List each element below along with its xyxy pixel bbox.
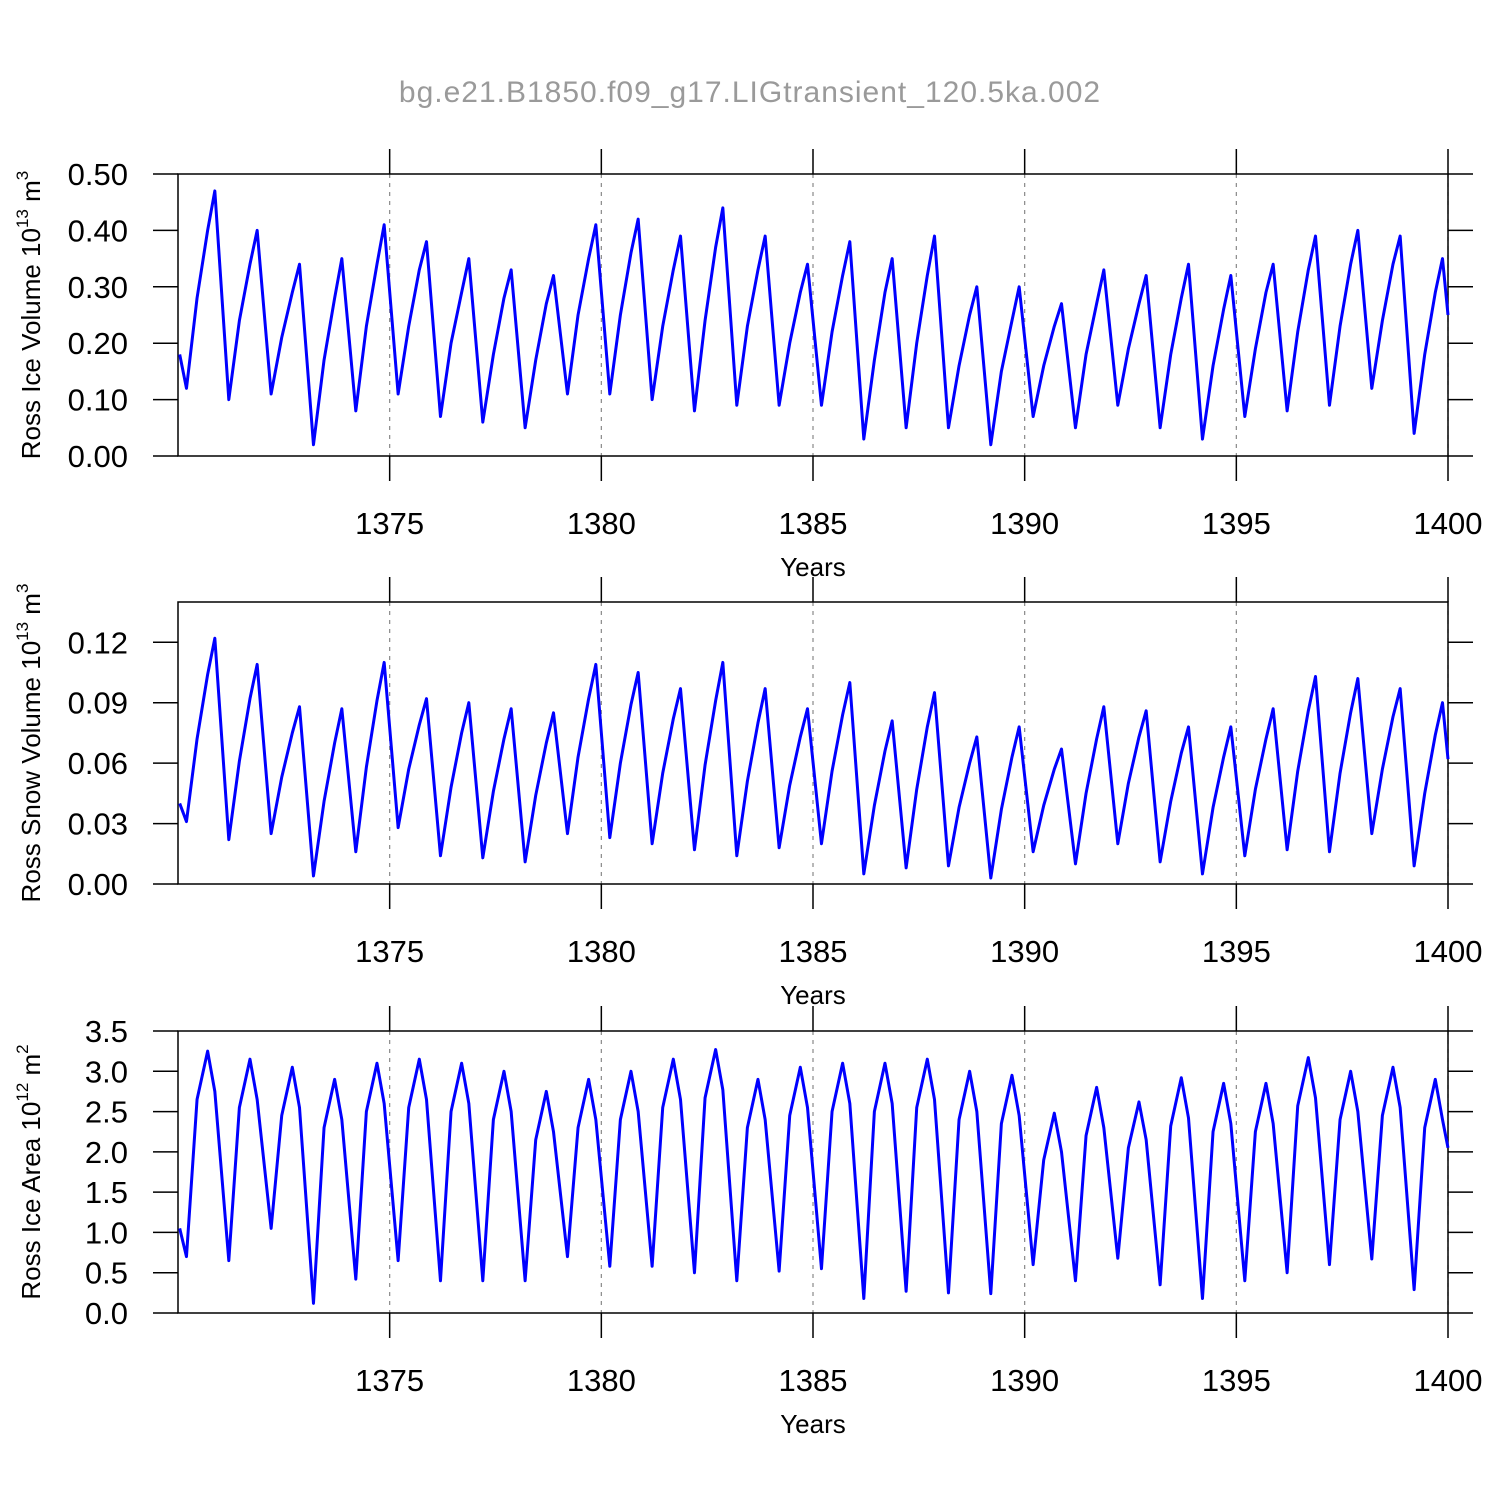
y-tick-label: 0.30 bbox=[68, 270, 128, 305]
y-tick-label: 3.0 bbox=[85, 1054, 128, 1089]
x-axis-label: Years bbox=[780, 1409, 846, 1439]
y-tick-label: 0.03 bbox=[68, 807, 128, 842]
y-tick-label: 1.5 bbox=[85, 1175, 128, 1210]
y-axis-label-exponent: 13 bbox=[13, 622, 32, 641]
x-axis-label: Years bbox=[780, 980, 846, 1010]
y-axis-label-exponent: 3 bbox=[13, 584, 32, 593]
x-tick-label: 1380 bbox=[567, 1363, 636, 1398]
y-tick-label: 0.00 bbox=[68, 439, 128, 474]
x-tick-label: 1395 bbox=[1202, 934, 1271, 969]
x-tick-label: 1385 bbox=[779, 1363, 848, 1398]
x-tick-label: 1395 bbox=[1202, 1363, 1271, 1398]
y-tick-label: 0.5 bbox=[85, 1256, 128, 1291]
y-tick-label: 0.20 bbox=[68, 326, 128, 361]
y-axis-label-part: m bbox=[16, 180, 46, 209]
x-tick-label: 1395 bbox=[1202, 506, 1271, 541]
y-tick-label: 3.5 bbox=[85, 1014, 128, 1049]
y-tick-label: 0.50 bbox=[68, 157, 128, 192]
x-tick-label: 1385 bbox=[779, 934, 848, 969]
x-tick-label: 1400 bbox=[1414, 506, 1483, 541]
y-axis-label-exponent: 3 bbox=[13, 171, 32, 180]
plot-frame bbox=[177, 601, 1449, 885]
panel: 1375 1380 1385 1390 1395 1400 0.00 0.03 0.06 0.09… bbox=[13, 577, 1482, 1010]
y-axis-label-part: Ross Ice Area 10 bbox=[16, 1102, 46, 1300]
y-tick-label: 0.06 bbox=[68, 746, 128, 781]
data-line bbox=[178, 1048, 1450, 1305]
y-tick-label: 0.12 bbox=[68, 625, 128, 660]
y-axis-label-part: m bbox=[16, 1054, 46, 1083]
y-axis-label: Ross Snow Volume 1013 m3 bbox=[13, 584, 46, 903]
plot-frame bbox=[177, 1030, 1449, 1314]
panel: 1375 1380 1385 1390 1395 1400 0.00 0.10 0.20 0.30… bbox=[13, 149, 1482, 582]
x-tick-label: 1385 bbox=[779, 506, 848, 541]
y-axis-label-part: Ross Snow Volume 10 bbox=[16, 641, 46, 903]
y-axis-label-exponent: 2 bbox=[13, 1044, 32, 1053]
y-axis-label: Ross Ice Area 1012 m2 bbox=[13, 1044, 46, 1299]
x-tick-label: 1375 bbox=[355, 506, 424, 541]
x-tick-label: 1400 bbox=[1414, 934, 1483, 969]
x-tick-label: 1390 bbox=[990, 934, 1059, 969]
data-line bbox=[178, 636, 1450, 880]
x-tick-label: 1390 bbox=[990, 506, 1059, 541]
y-axis-label: Ross Ice Volume 1013 m3 bbox=[13, 171, 46, 460]
x-tick-label: 1380 bbox=[567, 506, 636, 541]
x-tick-label: 1375 bbox=[355, 1363, 424, 1398]
x-tick-label: 1380 bbox=[567, 934, 636, 969]
y-axis-label-part: m bbox=[16, 593, 46, 622]
y-tick-label: 1.0 bbox=[85, 1215, 128, 1250]
y-axis-label-exponent: 12 bbox=[13, 1083, 32, 1102]
y-tick-label: 2.0 bbox=[85, 1135, 128, 1170]
x-tick-label: 1400 bbox=[1414, 1363, 1483, 1398]
x-tick-label: 1390 bbox=[990, 1363, 1059, 1398]
y-tick-label: 0.09 bbox=[68, 686, 128, 721]
figure-title: bg.e21.B1850.f09_g17.LIGtransient_120.5k… bbox=[399, 76, 1101, 109]
y-tick-label: 0.10 bbox=[68, 383, 128, 418]
data-line bbox=[178, 189, 1450, 447]
y-tick-label: 0.00 bbox=[68, 867, 128, 902]
y-axis-label-part: Ross Ice Volume 10 bbox=[16, 228, 46, 459]
y-tick-label: 0.40 bbox=[68, 213, 128, 248]
y-tick-label: 2.5 bbox=[85, 1095, 128, 1130]
x-tick-label: 1375 bbox=[355, 934, 424, 969]
panel: 1375 1380 1385 1390 1395 1400 0.0 0.5 1.0 1.5 2.0 2… bbox=[13, 1006, 1482, 1439]
y-axis-label-exponent: 13 bbox=[13, 209, 32, 228]
y-tick-label: 0.0 bbox=[85, 1296, 128, 1331]
